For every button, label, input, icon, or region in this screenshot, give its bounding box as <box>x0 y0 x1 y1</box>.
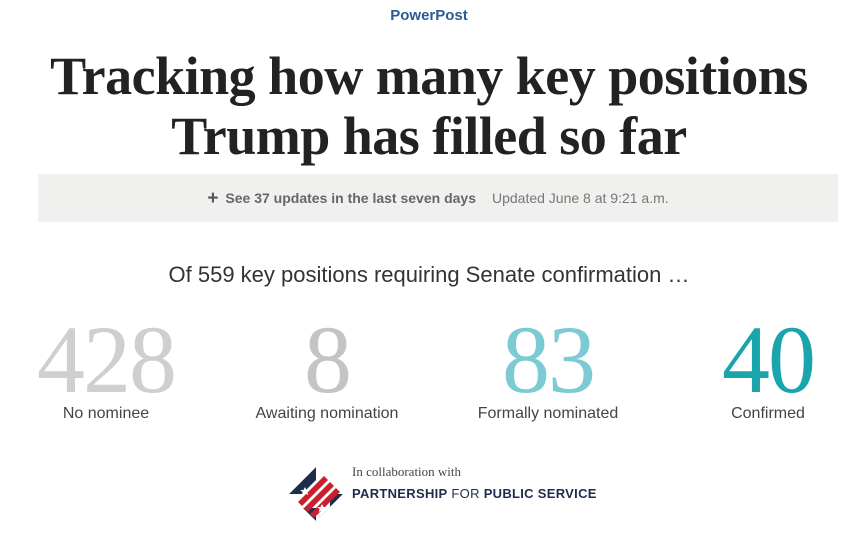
page-title-line-1: Tracking how many key positions <box>50 46 808 106</box>
see-updates-button[interactable]: + See 37 updates in the last seven days <box>207 189 476 208</box>
updated-timestamp: Updated June 8 at 9:21 a.m. <box>491 190 669 206</box>
plus-icon: + <box>207 187 219 209</box>
collaboration-credit: In collaboration with PARTNERSHIP FOR PU… <box>288 462 608 526</box>
stat-awaiting-nomination: 8 Awaiting nomination <box>227 306 427 423</box>
page-title-line-2: Trump has filled so far <box>171 106 687 166</box>
section-kicker-link[interactable]: PowerPost <box>390 7 468 24</box>
stat-no-nominee: 428 No nominee <box>6 306 206 423</box>
partner-name-part-1: PARTNERSHIP <box>352 486 448 501</box>
see-updates-label: See 37 updates in the last seven days <box>225 190 476 206</box>
stat-value: 428 <box>37 306 177 413</box>
stat-label: Confirmed <box>731 405 805 422</box>
page-title: Tracking how many key positions Trump ha… <box>0 46 858 166</box>
partner-name: PARTNERSHIP FOR PUBLIC SERVICE <box>352 486 597 501</box>
stat-label: Formally nominated <box>477 405 619 422</box>
updates-bar: + See 37 updates in the last seven days … <box>38 174 838 222</box>
flag-diamond-icon <box>289 467 343 521</box>
stat-value: 40 <box>722 306 816 413</box>
stat-label: Awaiting nomination <box>255 405 399 422</box>
collaboration-intro: In collaboration with <box>352 464 462 479</box>
stat-value: 8 <box>304 306 352 413</box>
partner-name-part-3: PUBLIC SERVICE <box>483 486 597 501</box>
stat-confirmed: 40 Confirmed <box>668 306 858 423</box>
intro-text: Of 559 key positions requiring Senate co… <box>168 262 690 287</box>
stat-value: 83 <box>502 306 596 413</box>
stat-formally-nominated: 83 Formally nominated <box>448 306 648 423</box>
partner-name-part-2: FOR <box>447 486 484 501</box>
stat-label: No nominee <box>62 405 150 422</box>
stats-row: 428 No nominee 8 Awaiting nomination 83 … <box>0 306 858 428</box>
